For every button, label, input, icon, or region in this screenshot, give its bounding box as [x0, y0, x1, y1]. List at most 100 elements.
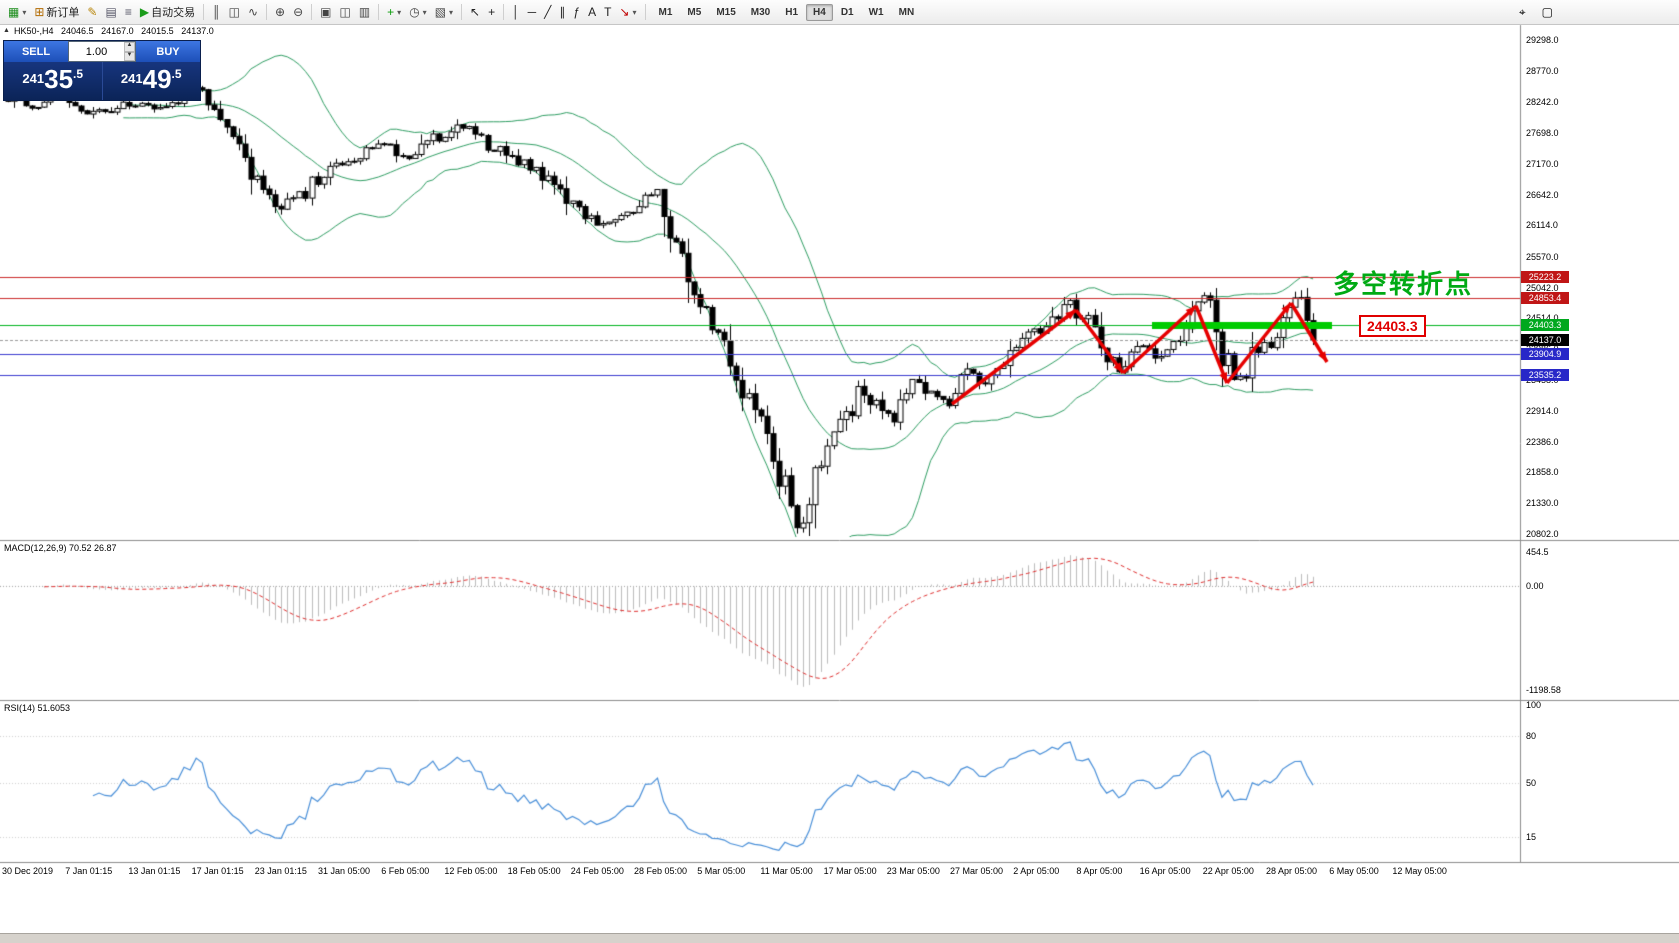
y-axis-label: 21858.0: [1526, 467, 1559, 478]
cursor-icon[interactable]: ↖: [466, 1, 484, 23]
navigator-icon: ≡: [124, 5, 132, 19]
tile-windows-icon[interactable]: ▣: [316, 1, 335, 23]
metaeditor-icon: ✎: [87, 5, 98, 19]
vertical-line-icon: │: [512, 5, 520, 19]
autotrading-button[interactable]: ▶ 自动交易: [136, 1, 199, 23]
bar-chart-icon[interactable]: ║: [208, 1, 225, 23]
x-axis-label: 8 Apr 05:00: [1076, 866, 1123, 876]
dropdown-caret-icon: ▾: [632, 7, 637, 17]
x-axis-label: 23 Mar 05:00: [886, 866, 940, 876]
buy-button[interactable]: BUY: [136, 41, 200, 62]
y-axis-label: 22386.0: [1526, 436, 1559, 447]
timeframe-m15-button[interactable]: M15: [716, 6, 736, 18]
x-axis-label: 12 Feb 05:00: [444, 866, 498, 876]
low-value: 24015.5: [141, 26, 174, 36]
price-badge: 23535.2: [1521, 369, 1569, 382]
crosshair-icon[interactable]: +: [484, 1, 499, 23]
line-chart-icon[interactable]: ∿: [244, 1, 262, 23]
toolbar: ▦ ▾ ⊞ 新订单 ✎ ▤ ≡ ▶ 自动交易 ║ ◫ ∿ ⊕ ⊖ ▣ ◫ ▥ + ▾ ◷ ▾ ▧ ▾ ↖ + │ ─ ╱ ∥ ƒ A T ↘ ▾ …: [0, 0, 1679, 25]
x-axis-label: 17 Jan 01:15: [191, 866, 244, 876]
arrange-windows-icon[interactable]: ▥: [355, 1, 374, 23]
volume-down-button[interactable]: ▼: [124, 51, 135, 61]
y-axis-label: 24514.0: [1526, 313, 1559, 323]
toolbar-right: ⌖ ▢: [1515, 1, 1557, 23]
cascade-windows-icon[interactable]: ◫: [335, 1, 354, 23]
templates-icon: ▧: [434, 5, 447, 19]
timeframe-m30-button[interactable]: M30: [750, 6, 771, 18]
arrows-icon[interactable]: ↘ ▾: [615, 1, 640, 23]
sell-price-display[interactable]: 241 35 .5: [4, 62, 102, 100]
volume-up-button[interactable]: ▲: [124, 42, 135, 52]
x-axis-label: 28 Feb 05:00: [634, 866, 688, 876]
rsi-axis-label: 80: [1526, 731, 1537, 741]
toolbar-separator: [503, 4, 505, 20]
indicators-icon: +: [387, 5, 395, 19]
zoom-in-icon[interactable]: ⊕: [271, 1, 289, 23]
new-order-label: 新订单: [46, 7, 80, 19]
text-icon: A: [588, 5, 597, 19]
price-badge: 25223.2: [1521, 270, 1569, 283]
cascade-windows-icon: ◫: [339, 5, 351, 19]
horizontal-line-icon[interactable]: ─: [524, 1, 541, 23]
trendline-icon[interactable]: ╱: [540, 1, 555, 23]
fibonacci-icon[interactable]: ƒ: [569, 1, 584, 23]
dropdown-caret-icon: ▾: [422, 7, 427, 17]
horizontal-line-icon: ─: [527, 5, 537, 19]
timeframe-w1-button[interactable]: W1: [868, 6, 884, 18]
toolbar-separator: [461, 4, 463, 20]
vertical-line-icon[interactable]: │: [508, 1, 524, 23]
new-order-button[interactable]: ⊞ 新订单: [30, 1, 83, 23]
buy-price-big: 49: [142, 64, 172, 94]
equidistant-channel-icon[interactable]: ∥: [555, 1, 569, 23]
macd-axis-label: -1198.58: [1526, 685, 1561, 695]
x-axis-label: 7 Jan 01:15: [65, 866, 113, 876]
text-icon[interactable]: A: [584, 1, 600, 23]
y-axis-label: 20802.0: [1526, 528, 1559, 539]
market-watch-icon[interactable]: ▤: [101, 1, 120, 23]
candlestick-chart-icon[interactable]: ◫: [225, 1, 244, 23]
price-badge: 24137.0: [1521, 334, 1569, 347]
text-label-icon[interactable]: T: [600, 1, 615, 23]
oneclick-toggle-icon[interactable]: ▲: [3, 27, 10, 34]
price-badge: 24403.3: [1521, 318, 1569, 331]
status-bar: [0, 933, 1679, 943]
periods-icon[interactable]: ◷ ▾: [405, 1, 431, 23]
symbol-period-label: HK50-,H4: [14, 26, 54, 36]
dropdown-caret-icon: ▾: [22, 7, 27, 17]
timeframe-h1-button[interactable]: H1: [785, 6, 799, 18]
search-icon[interactable]: ⌖: [1518, 4, 1526, 19]
rsi-axis-label: 100: [1526, 700, 1542, 710]
timeframe-m5-button[interactable]: M5: [687, 6, 702, 18]
sell-price-big: 35: [44, 64, 74, 94]
indicators-icon[interactable]: + ▾: [383, 1, 405, 23]
timeframe-m1-button[interactable]: M1: [658, 6, 673, 18]
chart-shift-icon[interactable]: ▢: [1541, 5, 1553, 19]
templates-icon[interactable]: ▧ ▾: [431, 1, 457, 23]
timeframe-h4-button[interactable]: H4: [806, 3, 833, 21]
navigator-icon[interactable]: ≡: [121, 1, 136, 23]
metaeditor-icon[interactable]: ✎: [83, 1, 101, 23]
timeframe-mn-button[interactable]: MN: [898, 6, 915, 18]
turning-point-label[interactable]: 多空转折点: [1333, 269, 1474, 299]
sell-button[interactable]: SELL: [4, 41, 68, 62]
volume-box: ▲ ▼: [68, 41, 136, 62]
equidistant-channel-icon: ∥: [559, 5, 566, 19]
zoom-out-icon: ⊖: [293, 5, 304, 19]
rsi-label: RSI(14) 51.6053: [4, 703, 71, 713]
toolbar-separator: [266, 4, 267, 20]
dropdown-caret-icon: ▾: [397, 7, 402, 17]
volume-input[interactable]: [69, 42, 124, 61]
buy-price-display[interactable]: 241 49 .5: [101, 62, 200, 100]
x-axis-label: 24 Feb 05:00: [570, 866, 624, 876]
buy-price-prefix: 241: [120, 71, 143, 86]
tile-windows-icon: ▣: [320, 5, 332, 19]
trendline-icon: ╱: [544, 5, 552, 19]
x-axis-label: 11 Mar 05:00: [760, 866, 813, 876]
timeframe-d1-button[interactable]: D1: [840, 6, 854, 18]
y-axis-label: 26642.0: [1526, 189, 1559, 200]
zoom-out-icon[interactable]: ⊖: [289, 1, 307, 23]
new-chart-icon[interactable]: ▦ ▾: [4, 1, 30, 23]
x-axis-label: 17 Mar 05:00: [823, 866, 877, 876]
price-tag[interactable]: 24403.3: [1359, 315, 1426, 337]
